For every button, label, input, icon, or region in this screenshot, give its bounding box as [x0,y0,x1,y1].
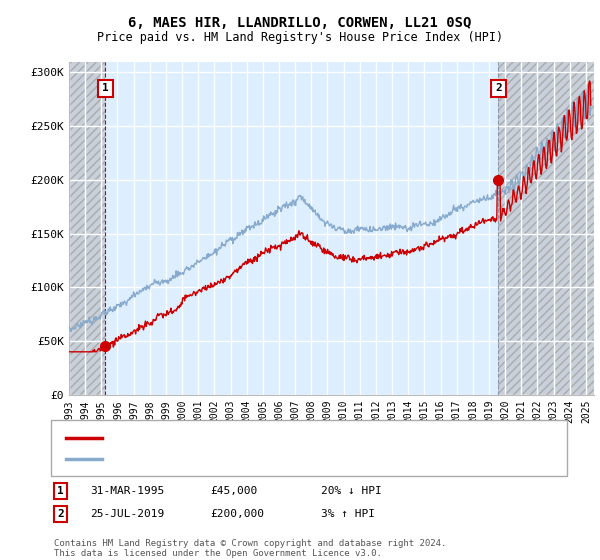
Text: 6, MAES HIR, LLANDRILLO, CORWEN, LL21 0SQ: 6, MAES HIR, LLANDRILLO, CORWEN, LL21 0S… [128,16,472,30]
Text: Price paid vs. HM Land Registry's House Price Index (HPI): Price paid vs. HM Land Registry's House … [97,31,503,44]
Text: 3% ↑ HPI: 3% ↑ HPI [321,509,375,519]
Text: HPI: Average price, detached house, Denbighshire: HPI: Average price, detached house, Denb… [108,454,408,464]
Bar [69,62,106,395]
Bar [499,62,594,395]
Text: 6, MAES HIR, LLANDRILLO, CORWEN, LL21 0SQ (detached house): 6, MAES HIR, LLANDRILLO, CORWEN, LL21 0S… [108,433,470,443]
Text: 2: 2 [495,83,502,94]
Text: 1: 1 [57,486,64,496]
Text: Contains HM Land Registry data © Crown copyright and database right 2024.
This d: Contains HM Land Registry data © Crown c… [54,539,446,558]
Text: £45,000: £45,000 [210,486,257,496]
Text: 31-MAR-1995: 31-MAR-1995 [90,486,164,496]
Text: 25-JUL-2019: 25-JUL-2019 [90,509,164,519]
Text: £200,000: £200,000 [210,509,264,519]
Text: 2: 2 [57,509,64,519]
Text: 1: 1 [102,83,109,94]
Text: 20% ↓ HPI: 20% ↓ HPI [321,486,382,496]
